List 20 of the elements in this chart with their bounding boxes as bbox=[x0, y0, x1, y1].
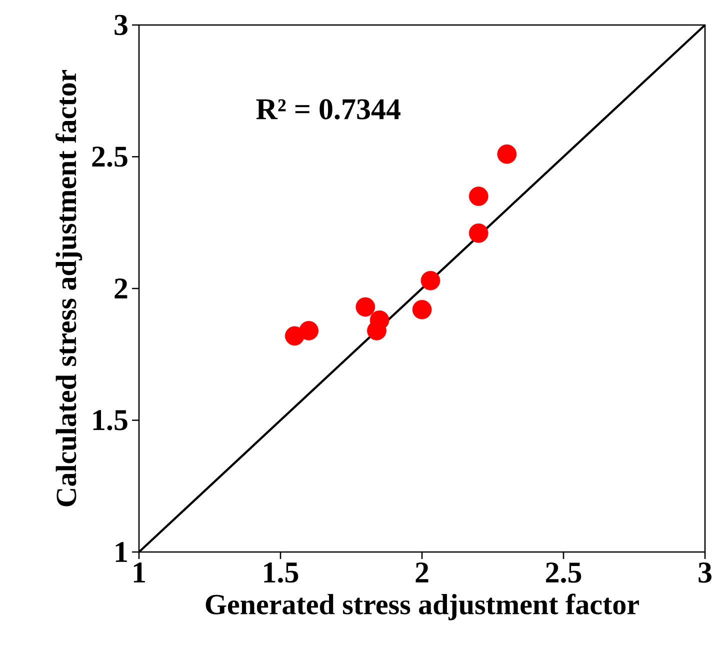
point bbox=[468, 223, 488, 243]
x-tick-label: 1.5 bbox=[264, 562, 298, 583]
x-axis-title: Generated stress adjustment factor bbox=[206, 594, 639, 620]
point bbox=[468, 186, 488, 206]
y-tick-label: 3 bbox=[114, 14, 128, 36]
annotation: R² = 0.7344 bbox=[256, 99, 400, 120]
x-tick-label: 2 bbox=[416, 562, 428, 582]
y-axis-title: Calculated stress adjustment factor bbox=[56, 70, 82, 506]
point bbox=[420, 270, 440, 290]
point bbox=[299, 320, 319, 340]
point bbox=[356, 297, 376, 317]
y-tick-label: 1 bbox=[116, 542, 127, 562]
x-tick-label: 1 bbox=[134, 562, 145, 582]
y-tick-label: 2.5 bbox=[92, 146, 128, 167]
point bbox=[497, 144, 517, 164]
y-tick-label: 2 bbox=[114, 278, 128, 298]
x-tick-label: 3 bbox=[698, 562, 712, 583]
y-tick-label: 1.5 bbox=[93, 410, 128, 430]
point bbox=[412, 300, 432, 320]
x-tick-label: 2.5 bbox=[546, 562, 582, 583]
